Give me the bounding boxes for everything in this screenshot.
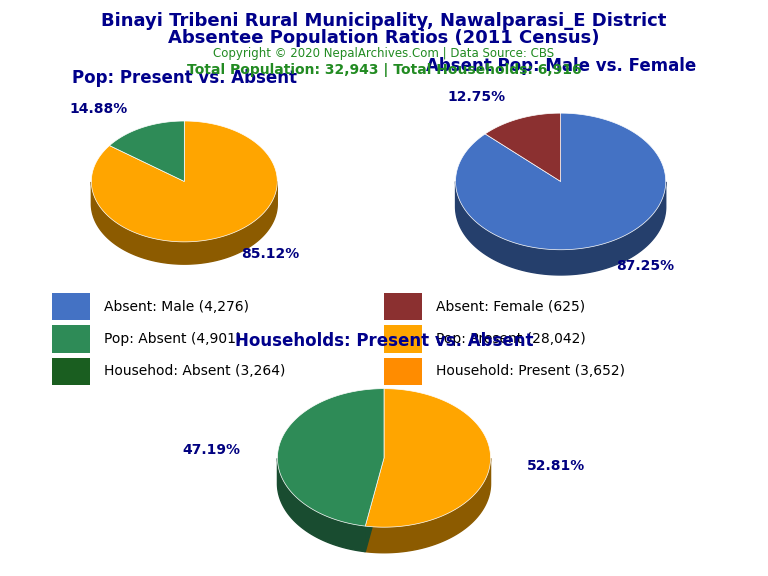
- Polygon shape: [277, 389, 384, 526]
- FancyBboxPatch shape: [52, 325, 91, 353]
- FancyBboxPatch shape: [384, 293, 422, 320]
- Title: Pop: Present vs. Absent: Pop: Present vs. Absent: [72, 69, 296, 87]
- FancyBboxPatch shape: [384, 358, 422, 385]
- Polygon shape: [91, 121, 277, 242]
- Polygon shape: [366, 458, 491, 553]
- Title: Absent Pop: Male vs. Female: Absent Pop: Male vs. Female: [425, 57, 696, 75]
- FancyBboxPatch shape: [384, 325, 422, 353]
- Text: 85.12%: 85.12%: [241, 247, 299, 262]
- Text: Absentee Population Ratios (2011 Census): Absentee Population Ratios (2011 Census): [168, 29, 600, 47]
- Text: Pop: Absent (4,901): Pop: Absent (4,901): [104, 332, 241, 346]
- Text: Total Population: 32,943 | Total Households: 6,916: Total Population: 32,943 | Total Househo…: [187, 63, 581, 77]
- Polygon shape: [485, 113, 561, 181]
- Polygon shape: [455, 113, 666, 250]
- Text: 47.19%: 47.19%: [183, 443, 240, 457]
- Polygon shape: [110, 121, 184, 181]
- FancyBboxPatch shape: [52, 358, 91, 385]
- Text: Household: Present (3,652): Household: Present (3,652): [436, 365, 625, 378]
- Polygon shape: [366, 458, 384, 552]
- Text: 12.75%: 12.75%: [447, 89, 505, 104]
- Text: Pop: Present (28,042): Pop: Present (28,042): [436, 332, 585, 346]
- Text: Copyright © 2020 NepalArchives.Com | Data Source: CBS: Copyright © 2020 NepalArchives.Com | Dat…: [214, 47, 554, 60]
- Polygon shape: [366, 389, 491, 527]
- Polygon shape: [91, 181, 277, 264]
- Polygon shape: [455, 181, 666, 275]
- Text: 14.88%: 14.88%: [70, 101, 127, 116]
- Text: Absent: Male (4,276): Absent: Male (4,276): [104, 300, 249, 314]
- Text: Binayi Tribeni Rural Municipality, Nawalparasi_E District: Binayi Tribeni Rural Municipality, Nawal…: [101, 12, 667, 29]
- Text: 52.81%: 52.81%: [528, 459, 585, 473]
- Text: Absent: Female (625): Absent: Female (625): [436, 300, 585, 314]
- FancyBboxPatch shape: [52, 293, 91, 320]
- Title: Households: Present vs. Absent: Households: Present vs. Absent: [235, 332, 533, 350]
- Text: Househod: Absent (3,264): Househod: Absent (3,264): [104, 365, 286, 378]
- Polygon shape: [277, 458, 366, 552]
- Text: 87.25%: 87.25%: [616, 259, 674, 274]
- Polygon shape: [366, 458, 384, 552]
